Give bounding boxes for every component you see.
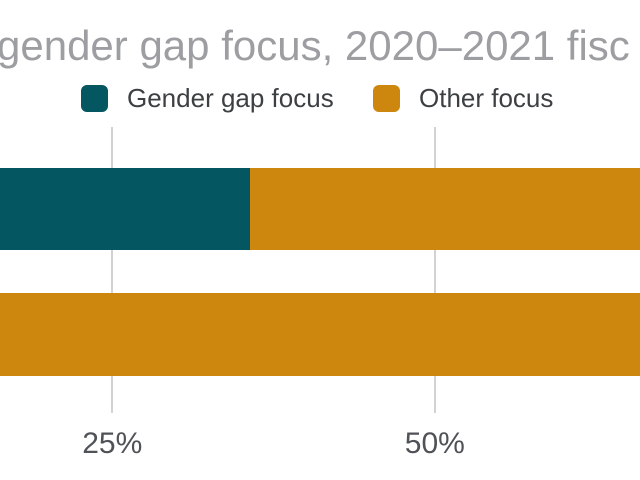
gridline-50%: [433, 127, 436, 413]
bar-segment-orange: [0, 293, 640, 376]
gridline-25%: [111, 127, 114, 413]
legend-swatch-teal-icon: [81, 84, 108, 112]
x-tick-label-25%: 25%: [82, 427, 143, 460]
bar-segment-teal: [0, 168, 251, 250]
legend-label-other-focus: Other focus: [419, 83, 554, 113]
bar-row-1: [0, 293, 640, 376]
bar-segment-orange: [250, 168, 640, 250]
legend: Gender gap focus Other focus: [0, 0, 640, 130]
bar-row-0: [0, 168, 640, 250]
chart-title: gender gap focus, 2020–2021 fisc: [0, 22, 630, 69]
x-tick-label-50%: 50%: [404, 427, 465, 460]
legend-item-other-focus: Other focus: [373, 84, 553, 112]
legend-swatch-orange-icon: [373, 84, 400, 112]
legend-label-gender-gap-focus: Gender gap focus: [127, 83, 334, 113]
legend-item-gender-gap-focus: Gender gap focus: [81, 84, 334, 112]
